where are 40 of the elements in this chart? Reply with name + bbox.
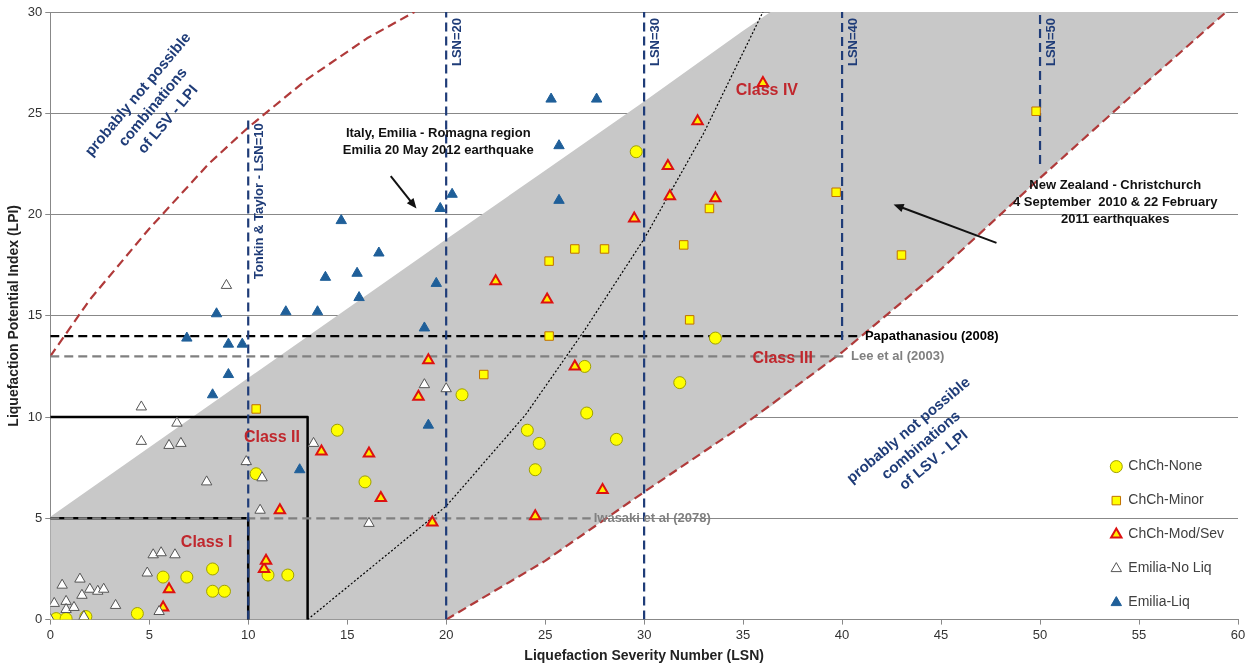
y-tick-label: 0 bbox=[35, 611, 43, 627]
x-tick-label: 55 bbox=[1131, 626, 1147, 642]
legend-label: ChCh-None bbox=[1128, 457, 1203, 474]
x-tick-label: 50 bbox=[1032, 626, 1048, 642]
x-tick-label: 60 bbox=[1230, 626, 1246, 642]
x-tick-label: 15 bbox=[339, 626, 355, 642]
series-label: Lee et al (2003) bbox=[851, 347, 945, 363]
annotation: Italy, Emilia - Romagna region Emilia 20 May 2012 earthquake bbox=[342, 124, 534, 157]
legend-label: Emilia-Liq bbox=[1128, 593, 1190, 610]
x-tick-label: 30 bbox=[636, 626, 652, 642]
text: LSN=50 bbox=[1042, 18, 1058, 67]
x-tick-label: 45 bbox=[933, 626, 949, 642]
legend-label: ChCh-Minor bbox=[1128, 491, 1205, 508]
y-axis-title: Liquefaction Potential Index (LPI) bbox=[5, 204, 22, 427]
y-tick-label: 20 bbox=[27, 206, 43, 222]
series-label: Papathanasiou (2008) bbox=[864, 327, 999, 343]
y-tick-label: 15 bbox=[27, 307, 43, 323]
x-tick-label: 0 bbox=[46, 626, 54, 642]
annotation: Class I bbox=[180, 533, 233, 551]
text: LSN=20 bbox=[448, 18, 464, 67]
x-tick-label: 20 bbox=[438, 626, 454, 642]
text: Tonkin & Taylor - LSN=10 bbox=[250, 123, 266, 280]
y-tick-label: 30 bbox=[27, 3, 43, 19]
legend-label: ChCh-Mod/Sev bbox=[1128, 525, 1224, 542]
x-tick-label: 10 bbox=[240, 626, 256, 642]
annotation: Class IV bbox=[735, 81, 799, 99]
x-tick-label: 40 bbox=[834, 626, 850, 642]
y-tick-label: 25 bbox=[27, 104, 43, 120]
annotation: Class II bbox=[243, 427, 300, 445]
legend-label: Emilia-No Liq bbox=[1128, 559, 1212, 576]
x-axis-title: Liquefaction Severity Number (LSN) bbox=[524, 647, 764, 664]
x-tick-label: 35 bbox=[735, 626, 751, 642]
x-tick-label: 25 bbox=[537, 626, 553, 642]
annotation: Class III bbox=[752, 348, 813, 366]
annotation: New Zealand - Christchurch 4 September 2010 & 22 February 2011 earthquakes bbox=[1013, 177, 1219, 226]
x-tick-label: 5 bbox=[145, 626, 153, 642]
text: LSN=40 bbox=[844, 18, 860, 67]
y-tick-label: 5 bbox=[35, 509, 43, 525]
y-tick-label: 10 bbox=[27, 408, 43, 424]
text: LSN=30 bbox=[646, 18, 662, 67]
